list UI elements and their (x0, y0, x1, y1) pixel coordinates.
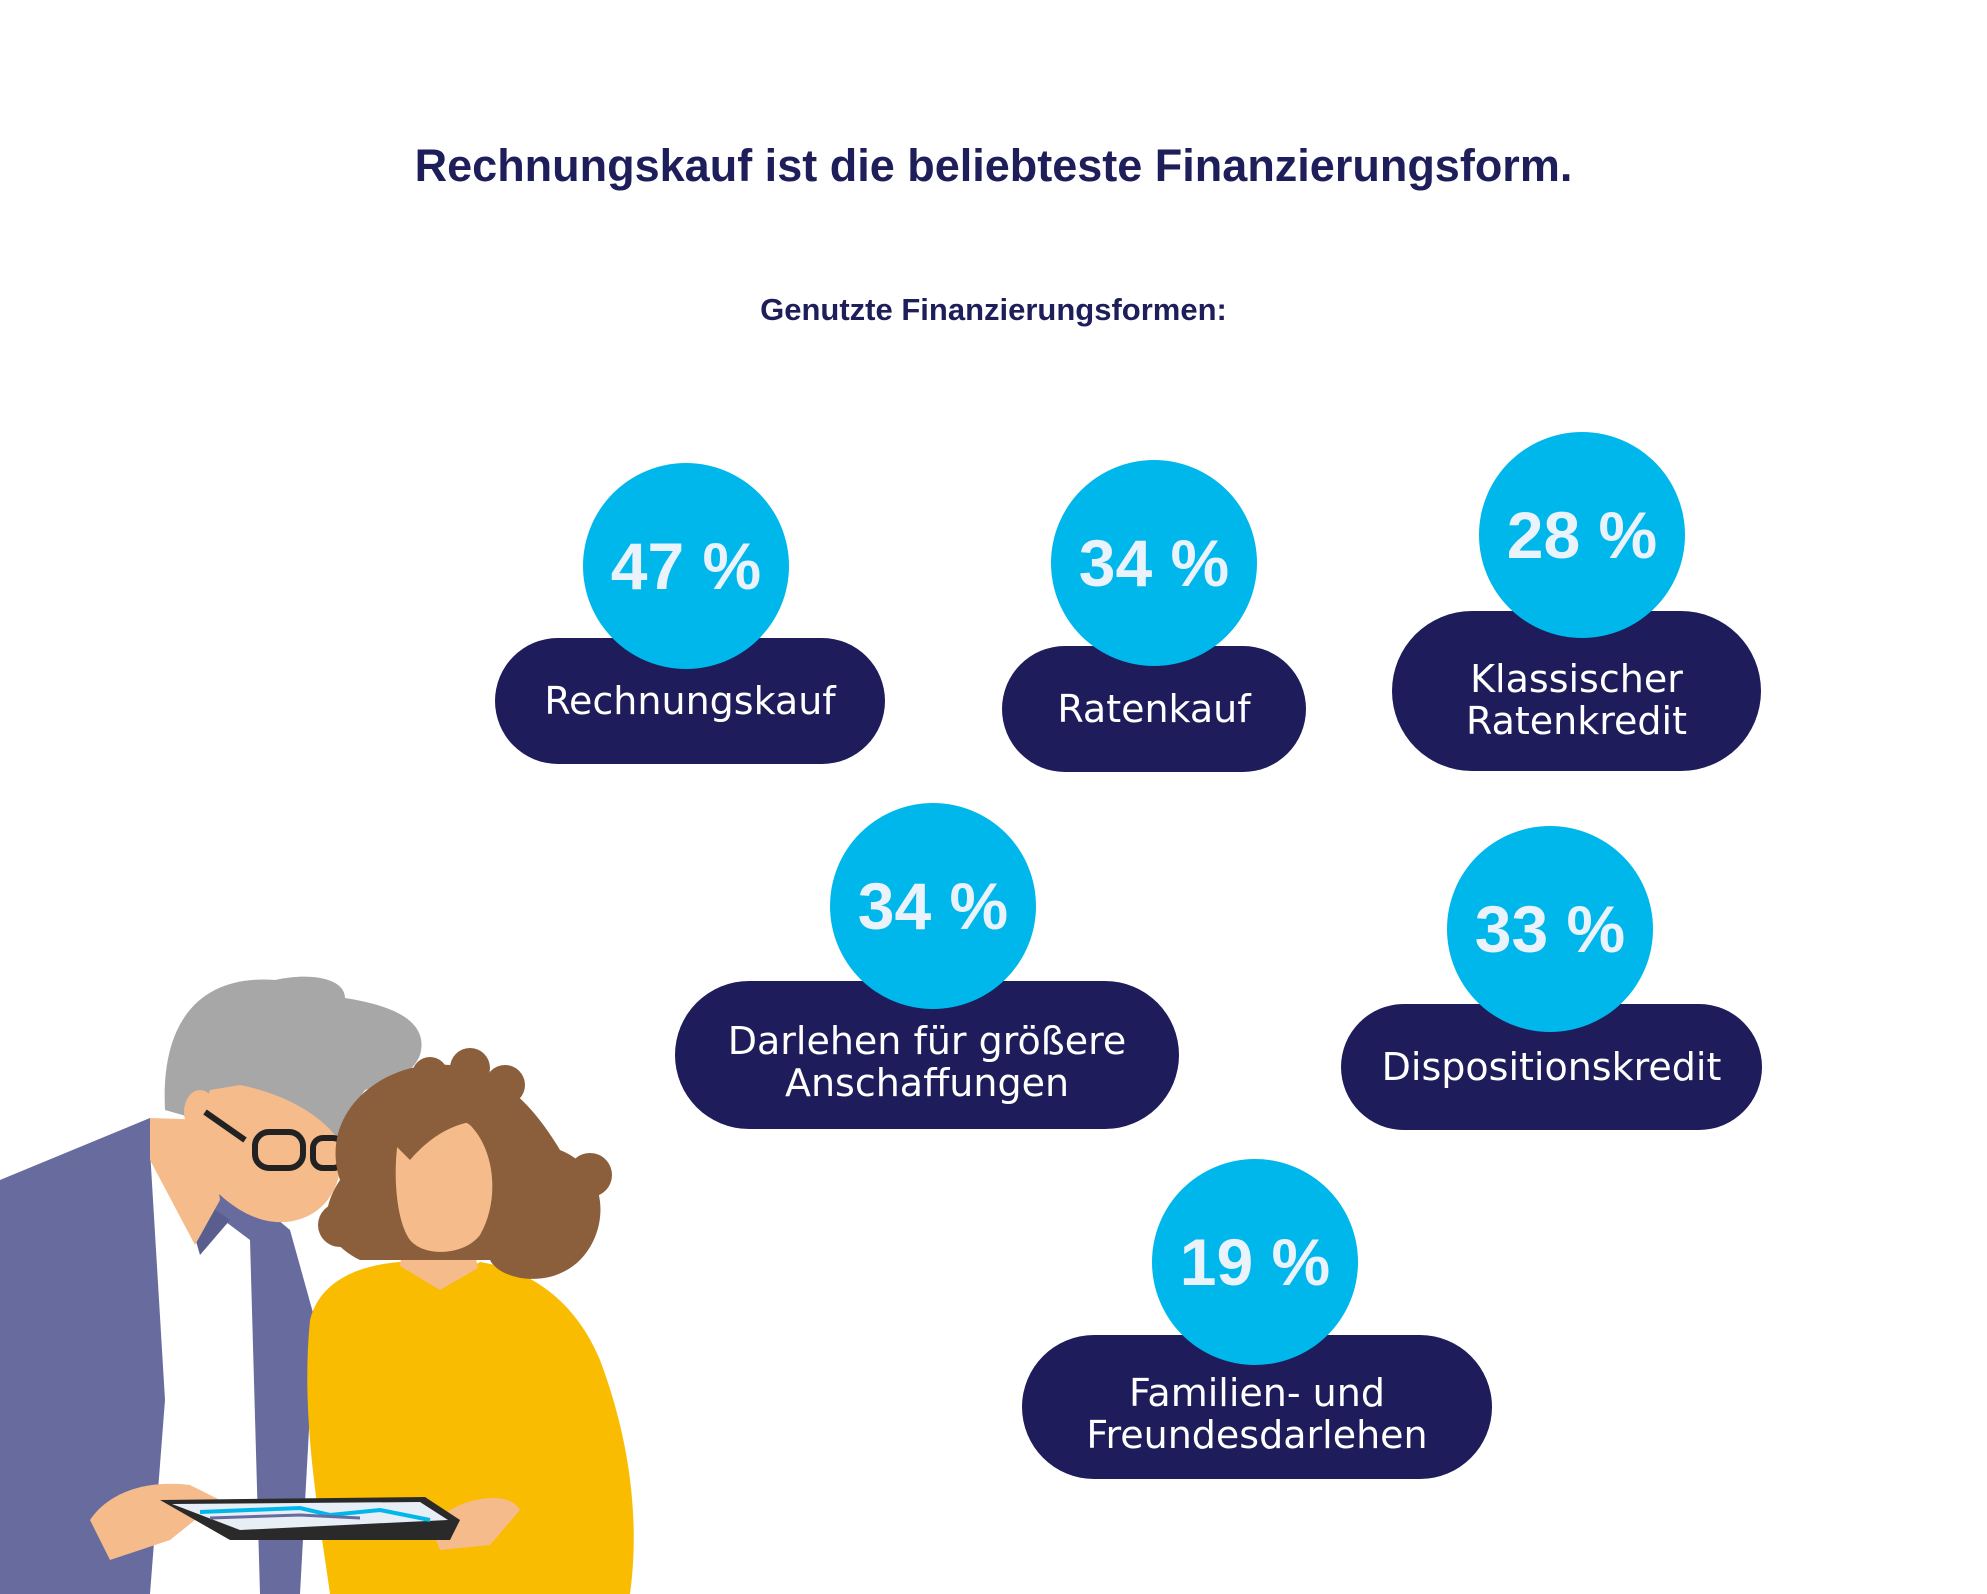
couple-with-tablet-illustration (0, 976, 634, 1594)
stat-value-circle: 34 % (830, 803, 1036, 1009)
man-hair (164, 976, 422, 1150)
stat-value-circle: 33 % (1447, 826, 1653, 1032)
page-title: Rechnungskauf ist die beliebteste Finanz… (414, 140, 1573, 191)
stat-value-circle: 28 % (1479, 432, 1685, 638)
stat-value-circle: 34 % (1051, 460, 1257, 666)
woman-face (395, 1115, 493, 1252)
stat-value-circle: 19 % (1152, 1159, 1358, 1365)
stat-label: Klassischer Ratenkredit (1392, 611, 1761, 771)
stat-label: Ratenkauf (1002, 646, 1306, 772)
stat-value-circle: 47 % (583, 463, 789, 669)
man-shirt (150, 1150, 260, 1594)
page-subtitle: Genutzte Finanzierungsformen: (760, 292, 1227, 327)
